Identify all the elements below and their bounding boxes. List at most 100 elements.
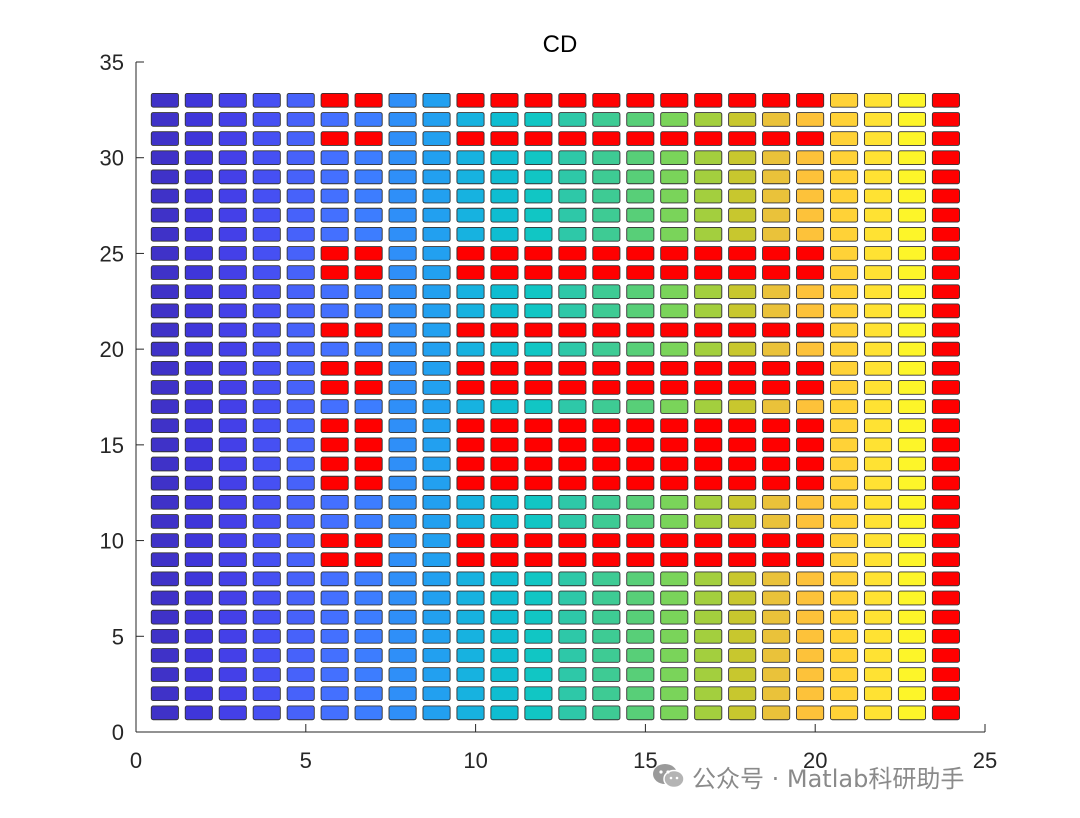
heatmap-cell — [218, 437, 247, 453]
heatmap-cell — [252, 207, 281, 223]
heatmap-cell — [422, 648, 451, 663]
heatmap-cell — [931, 322, 960, 338]
heatmap-cell — [762, 456, 791, 472]
heatmap-cell — [150, 341, 179, 357]
heatmap-cell — [286, 399, 315, 414]
heatmap-cell — [660, 533, 689, 548]
heatmap-cell — [218, 590, 247, 606]
heatmap-cell — [218, 418, 247, 434]
heatmap-cell — [184, 131, 213, 146]
y-tick-label: 5 — [112, 624, 124, 649]
heatmap-cell — [422, 322, 451, 338]
heatmap-cell — [218, 494, 247, 510]
heatmap-cell — [830, 456, 859, 472]
heatmap-cell — [354, 92, 383, 108]
heatmap-cell — [524, 226, 553, 242]
heatmap-cell — [796, 648, 825, 663]
heatmap-cell — [796, 341, 825, 357]
heatmap-cell — [388, 150, 417, 166]
heatmap-cell — [931, 514, 960, 529]
heatmap-cell — [218, 112, 247, 127]
heatmap-cell — [592, 456, 621, 472]
heatmap-cell — [863, 322, 893, 338]
heatmap-cell — [286, 92, 315, 108]
heatmap-cell — [830, 226, 859, 242]
heatmap-cell — [286, 648, 315, 663]
heatmap-cell — [897, 380, 927, 395]
heatmap-cell — [830, 380, 859, 395]
heatmap-cell — [422, 437, 451, 453]
heatmap-cell — [660, 648, 689, 663]
heatmap-cell — [218, 533, 247, 548]
heatmap-cell — [762, 226, 791, 242]
heatmap-cell — [320, 514, 349, 529]
heatmap-cell — [660, 686, 689, 702]
heatmap-cell — [422, 609, 451, 625]
heatmap-cell — [931, 360, 960, 376]
heatmap-cell — [626, 246, 655, 261]
heatmap-cell — [694, 418, 723, 434]
heatmap-cell — [558, 571, 587, 587]
heatmap-cell — [863, 514, 893, 529]
heatmap-cell — [354, 628, 383, 644]
y-tick-label: 0 — [112, 720, 124, 745]
heatmap-cell — [762, 437, 791, 453]
heatmap-cell — [252, 686, 281, 702]
heatmap-cell — [626, 303, 655, 319]
heatmap-cell — [218, 322, 247, 338]
heatmap-cell — [252, 360, 281, 376]
heatmap-cell — [558, 188, 587, 204]
heatmap-cell — [897, 341, 927, 357]
heatmap-cell — [490, 705, 519, 721]
heatmap-cell — [320, 399, 349, 414]
heatmap-cell — [456, 590, 485, 606]
heatmap-cell — [728, 609, 757, 625]
heatmap-cell — [456, 418, 485, 434]
heatmap-cell — [592, 418, 621, 434]
heatmap-cell — [830, 533, 859, 548]
heatmap-cell — [863, 380, 893, 395]
heatmap-cell — [320, 188, 349, 204]
heatmap-cell — [592, 475, 621, 491]
heatmap-cell — [150, 437, 179, 453]
heatmap-cell — [796, 437, 825, 453]
heatmap-cell — [660, 552, 689, 568]
heatmap-cell — [456, 207, 485, 223]
heatmap-cell — [660, 112, 689, 127]
heatmap-cell — [150, 265, 179, 280]
heatmap-cell — [931, 552, 960, 568]
heatmap-cell — [456, 246, 485, 261]
heatmap-cell — [728, 246, 757, 261]
heatmap-cell — [252, 131, 281, 146]
heatmap-cell — [626, 322, 655, 338]
heatmap-cell — [694, 131, 723, 146]
heatmap-cell — [728, 303, 757, 319]
heatmap-cell — [796, 571, 825, 587]
heatmap-cell — [252, 437, 281, 453]
heatmap-cell — [796, 169, 825, 185]
heatmap-cell — [897, 437, 927, 453]
heatmap-cell — [422, 590, 451, 606]
heatmap-cell — [931, 92, 960, 108]
heatmap-cell — [796, 150, 825, 166]
heatmap-cell — [354, 399, 383, 414]
heatmap-cell — [150, 552, 179, 568]
heatmap-cell — [388, 131, 417, 146]
heatmap-cell — [897, 494, 927, 510]
heatmap-cell — [863, 494, 893, 510]
heatmap-cell — [796, 705, 825, 721]
heatmap-cell — [150, 705, 179, 721]
heatmap-cell — [524, 246, 553, 261]
heatmap-cell — [150, 226, 179, 242]
heatmap-cell — [660, 380, 689, 395]
heatmap-cell — [388, 112, 417, 127]
heatmap-cell — [286, 609, 315, 625]
heatmap-cell — [456, 284, 485, 300]
heatmap-cell — [320, 437, 349, 453]
heatmap-cell — [931, 533, 960, 548]
heatmap-cell — [388, 628, 417, 644]
heatmap-cell — [796, 246, 825, 261]
heatmap-cell — [728, 92, 757, 108]
heatmap-cell — [897, 322, 927, 338]
heatmap-cell — [490, 341, 519, 357]
